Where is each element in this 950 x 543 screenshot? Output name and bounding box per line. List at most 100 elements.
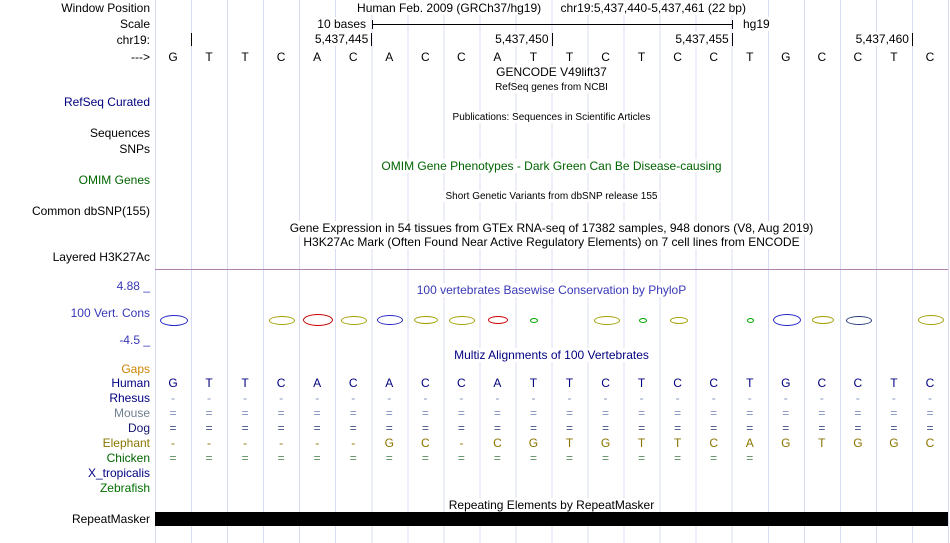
alignment-row-zebrafish[interactable] xyxy=(155,481,948,496)
alignment-cell: = xyxy=(818,406,826,420)
species-label-x_tropicalis[interactable]: X_tropicalis xyxy=(87,466,150,480)
phylop-glyph xyxy=(593,315,620,325)
alignment-cell: = xyxy=(782,421,790,435)
browser-track-image[interactable]: Human Feb. 2009 (GRCh37/hg19) chr19:5,43… xyxy=(155,0,949,543)
phylop-glyph xyxy=(845,315,872,325)
repeatmasker-bar[interactable] xyxy=(155,512,948,526)
alignment-cell: = xyxy=(457,451,465,465)
phylop-track-title[interactable]: 100 vertebrates Basewise Conservation by… xyxy=(155,283,948,297)
scale-bases-label: 10 bases xyxy=(315,17,368,31)
h3k27ac-track-title[interactable]: H3K27Ac Mark (Often Found Near Active Re… xyxy=(155,235,948,249)
alignment-cell: = xyxy=(169,421,177,435)
phylop-glyph xyxy=(917,315,944,325)
alignment-cell: = xyxy=(277,406,285,420)
base-letter: T xyxy=(637,50,646,64)
alignment-cell: = xyxy=(421,421,429,435)
alignment-cell: A xyxy=(493,376,502,390)
alignment-row-rhesus[interactable]: ---------------------- xyxy=(155,391,948,406)
alignment-cell: - xyxy=(171,391,176,405)
alignment-cell: - xyxy=(639,391,644,405)
alignment-cell: - xyxy=(567,391,572,405)
alignment-cell: C xyxy=(601,376,610,390)
sidebar-snps-label[interactable]: SNPs xyxy=(119,142,150,156)
base-letter: T xyxy=(205,50,213,64)
alignment-cell: = xyxy=(710,421,718,435)
strand-arrow-label[interactable]: ---> xyxy=(131,50,150,64)
alignment-row-chicken[interactable]: = = = = = = = = = = = = = = = = = xyxy=(155,451,948,466)
alignment-cell: - xyxy=(351,436,356,450)
phylop-glyph xyxy=(269,315,296,325)
base-letter: C xyxy=(420,50,430,64)
publications-track-title[interactable]: Publications: Sequences in Scientific Ar… xyxy=(155,111,948,125)
alignment-cell: T xyxy=(637,436,646,450)
alignment-cell: = xyxy=(602,421,610,435)
alignment-row-mouse[interactable]: = = = = = = = = = = = = = = = = = = = = = = xyxy=(155,406,948,421)
alignment-cell: - xyxy=(891,391,896,405)
alignment-cell: G xyxy=(889,436,899,450)
alignment-cell: = xyxy=(638,451,646,465)
species-label-zebrafish[interactable]: Zebrafish xyxy=(99,481,150,495)
omim-track-title[interactable]: OMIM Gene Phenotypes - Dark Green Can Be… xyxy=(155,159,948,173)
sidebar-repeatmasker-label[interactable]: RepeatMasker xyxy=(71,512,150,526)
gencode-track-title[interactable]: GENCODE V49lift37 xyxy=(155,65,948,79)
scale-bar-right-tick xyxy=(732,20,733,29)
alignment-cell: A xyxy=(385,376,394,390)
scale-bar xyxy=(372,24,732,25)
phylop-conservation-track[interactable] xyxy=(155,308,948,330)
scale-bar-left-tick xyxy=(372,20,373,29)
alignment-cell: = xyxy=(566,421,574,435)
species-label-elephant[interactable]: Elephant xyxy=(102,436,150,450)
alignment-row-dog[interactable]: = = = = = = = = = = = = = = = = = = = = = = xyxy=(155,421,948,436)
phylop-glyph xyxy=(747,317,755,323)
sidebar-h3k27ac-label[interactable]: Layered H3K27Ac xyxy=(52,250,150,264)
ruler-tick-mark xyxy=(911,33,913,46)
phylop-glyph xyxy=(414,316,439,324)
alignment-cell: = xyxy=(890,421,898,435)
alignment-cell: = xyxy=(566,406,574,420)
multiz-track-title[interactable]: Multiz Alignments of 100 Vertebrates xyxy=(155,348,948,362)
ruler-tick-mark xyxy=(191,33,193,46)
sidebar-gaps-label[interactable]: Gaps xyxy=(121,362,150,376)
refseq-track-title[interactable]: RefSeq genes from NCBI xyxy=(155,81,948,95)
sidebar-refseq-curated-label[interactable]: RefSeq Curated xyxy=(63,95,150,109)
dbsnp-track-title[interactable]: Short Genetic Variants from dbSNP releas… xyxy=(155,190,948,204)
alignment-cell: G xyxy=(781,376,791,390)
alignment-cell: = xyxy=(529,421,537,435)
alignment-cell: - xyxy=(603,391,608,405)
base-letter: C xyxy=(853,50,863,64)
alignment-cell: = xyxy=(493,451,501,465)
species-label-mouse[interactable]: Mouse xyxy=(113,406,150,420)
base-letter: C xyxy=(348,50,358,64)
alignment-cell: = xyxy=(746,451,754,465)
alignment-cell: T xyxy=(890,376,898,390)
base-position-ruler[interactable]: 5,437,445 5,437,450 5,437,455 5,437,460 xyxy=(155,0,948,543)
alignment-cell: = xyxy=(854,421,862,435)
alignment-cell: C xyxy=(276,376,286,390)
alignment-cell: = xyxy=(205,421,213,435)
alignment-cell: = xyxy=(241,421,249,435)
ruler-tick-label: 5,437,455 xyxy=(674,32,730,46)
alignment-cell: C xyxy=(420,436,430,450)
sidebar-scale-label: Scale xyxy=(119,17,150,31)
sidebar-omim-genes-label[interactable]: OMIM Genes xyxy=(78,173,150,187)
alignment-cell: - xyxy=(243,436,248,450)
gtex-track-title[interactable]: Gene Expression in 54 tissues from GTEx … xyxy=(155,221,948,235)
alignment-cell: - xyxy=(243,391,248,405)
alignment-cell: T xyxy=(529,376,538,390)
species-label-dog[interactable]: Dog xyxy=(127,421,150,435)
repeatmasker-track-title[interactable]: Repeating Elements by RepeatMasker xyxy=(155,498,948,512)
phylop-glyph xyxy=(530,317,539,323)
alignment-row-x_tropicalis[interactable] xyxy=(155,466,948,481)
species-label-human[interactable]: Human xyxy=(111,376,150,390)
alignment-cell: = xyxy=(241,451,249,465)
sidebar-100vert-cons-label[interactable]: 100 Vert. Cons xyxy=(70,306,150,320)
species-label-rhesus[interactable]: Rhesus xyxy=(109,391,150,405)
sidebar-dbsnp-label[interactable]: Common dbSNP(155) xyxy=(31,204,150,218)
species-label-chicken[interactable]: Chicken xyxy=(106,451,150,465)
alignment-cell: = xyxy=(385,451,393,465)
sidebar-sequences-label[interactable]: Sequences xyxy=(89,126,150,140)
base-letter: C xyxy=(925,50,935,64)
